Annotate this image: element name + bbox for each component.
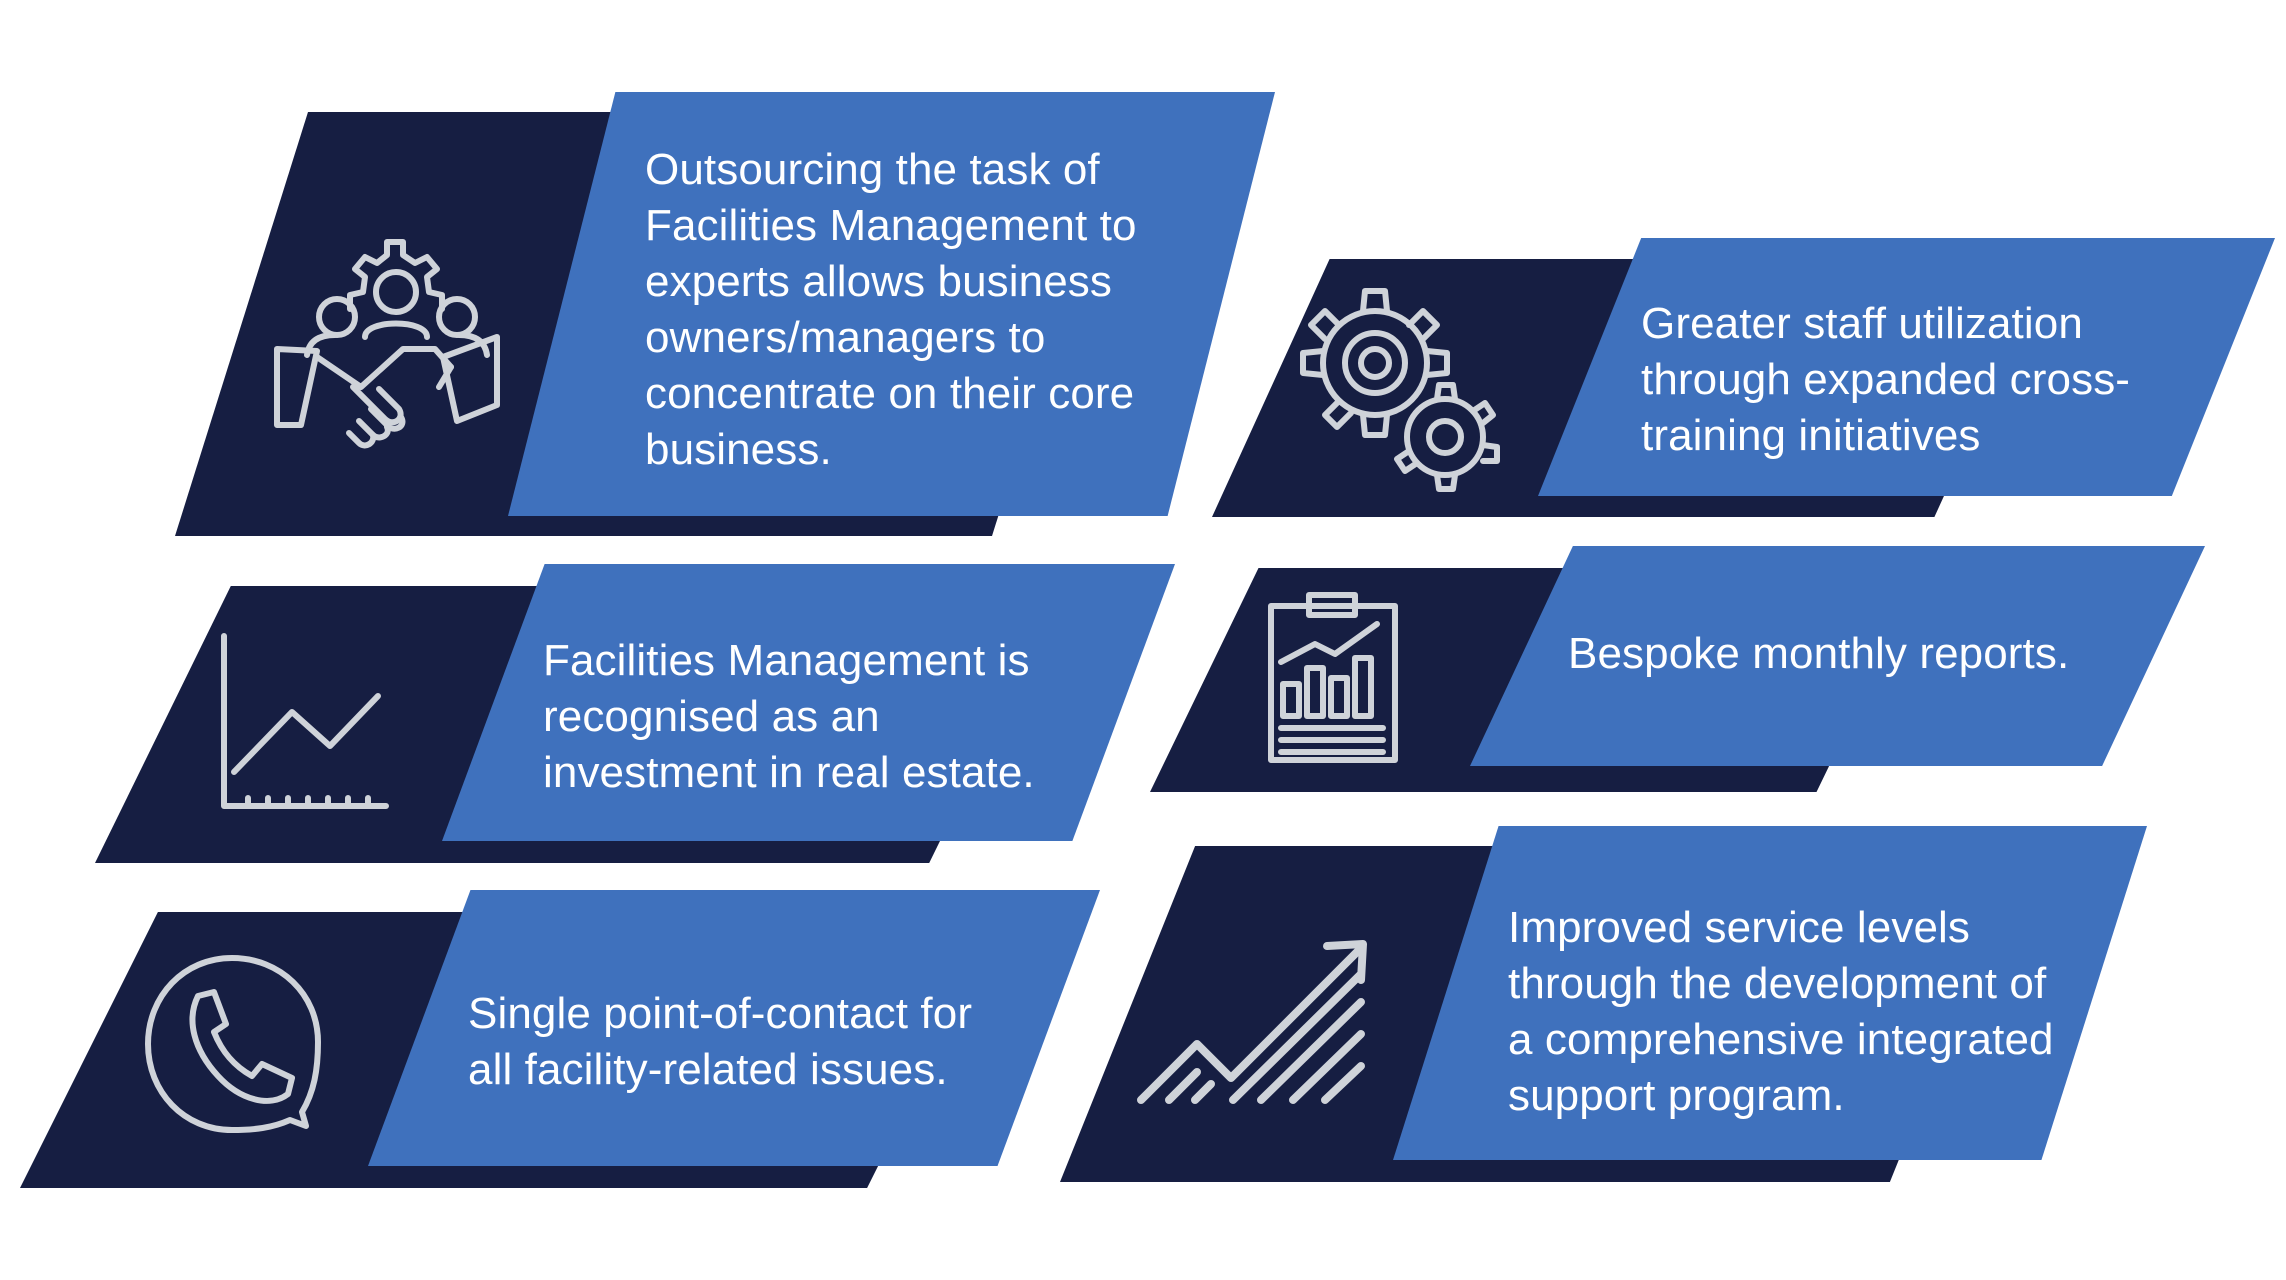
card-background-blue — [1538, 238, 2275, 496]
benefit-card-staff-utilization: Greater staff utilization through expand… — [1212, 238, 2275, 518]
clipboard-report-icon — [1265, 592, 1400, 764]
card-text: Bespoke monthly reports. — [1568, 629, 2070, 678]
card-background-blue — [368, 890, 1100, 1166]
card-background-blue — [1470, 546, 2205, 766]
phone-bubble-icon — [142, 952, 322, 1133]
card-text: Greater staff utilization through expand… — [1641, 299, 2131, 460]
card-text: Facilities Management is recognised as a… — [543, 636, 1035, 797]
card-background-blue — [508, 92, 1275, 516]
card-text: Single point-of-contact for all facility… — [468, 989, 973, 1094]
card-text: Improved service levels through the deve… — [1508, 903, 2054, 1120]
gears-icon — [1297, 285, 1502, 495]
benefit-card-investment: Facilities Management is recognised as a… — [95, 564, 1175, 864]
card-background-blue — [442, 564, 1175, 841]
benefit-card-contact: Single point-of-contact for all facility… — [20, 890, 1100, 1190]
benefit-card-service-levels: Improved service levels through the deve… — [1060, 826, 2147, 1186]
card-background-blue — [1393, 826, 2147, 1160]
card-text: Outsourcing the task of Facilities Manag… — [645, 145, 1137, 474]
benefit-card-outsourcing: Outsourcing the task of Facilities Manag… — [175, 92, 1275, 540]
growth-arrow-icon — [1135, 936, 1375, 1106]
benefit-card-reports: Bespoke monthly reports. — [1150, 546, 2205, 796]
line-chart-icon — [220, 633, 390, 809]
handshake-team-gear-icon — [274, 237, 500, 472]
